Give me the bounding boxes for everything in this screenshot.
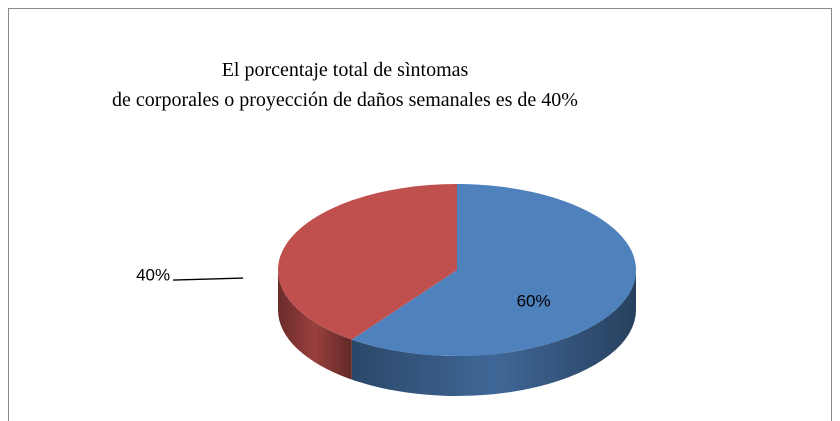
leader-line: [173, 277, 244, 281]
slice-side: [278, 270, 352, 380]
chart-frame: [8, 8, 832, 421]
data-label: 60%: [517, 291, 551, 310]
slice: [351, 184, 636, 357]
tops: [278, 184, 636, 357]
data-label: 40%: [136, 266, 170, 285]
walls: [278, 270, 636, 396]
slice: [278, 184, 457, 340]
chart-title: de corporales o proyección de daños sema…: [112, 89, 578, 111]
slice-side: [351, 270, 636, 396]
chart-title: El porcentaje total de sìntomas: [222, 59, 469, 81]
